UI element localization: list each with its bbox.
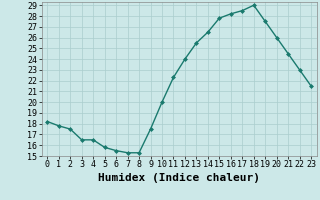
X-axis label: Humidex (Indice chaleur): Humidex (Indice chaleur)	[98, 173, 260, 183]
